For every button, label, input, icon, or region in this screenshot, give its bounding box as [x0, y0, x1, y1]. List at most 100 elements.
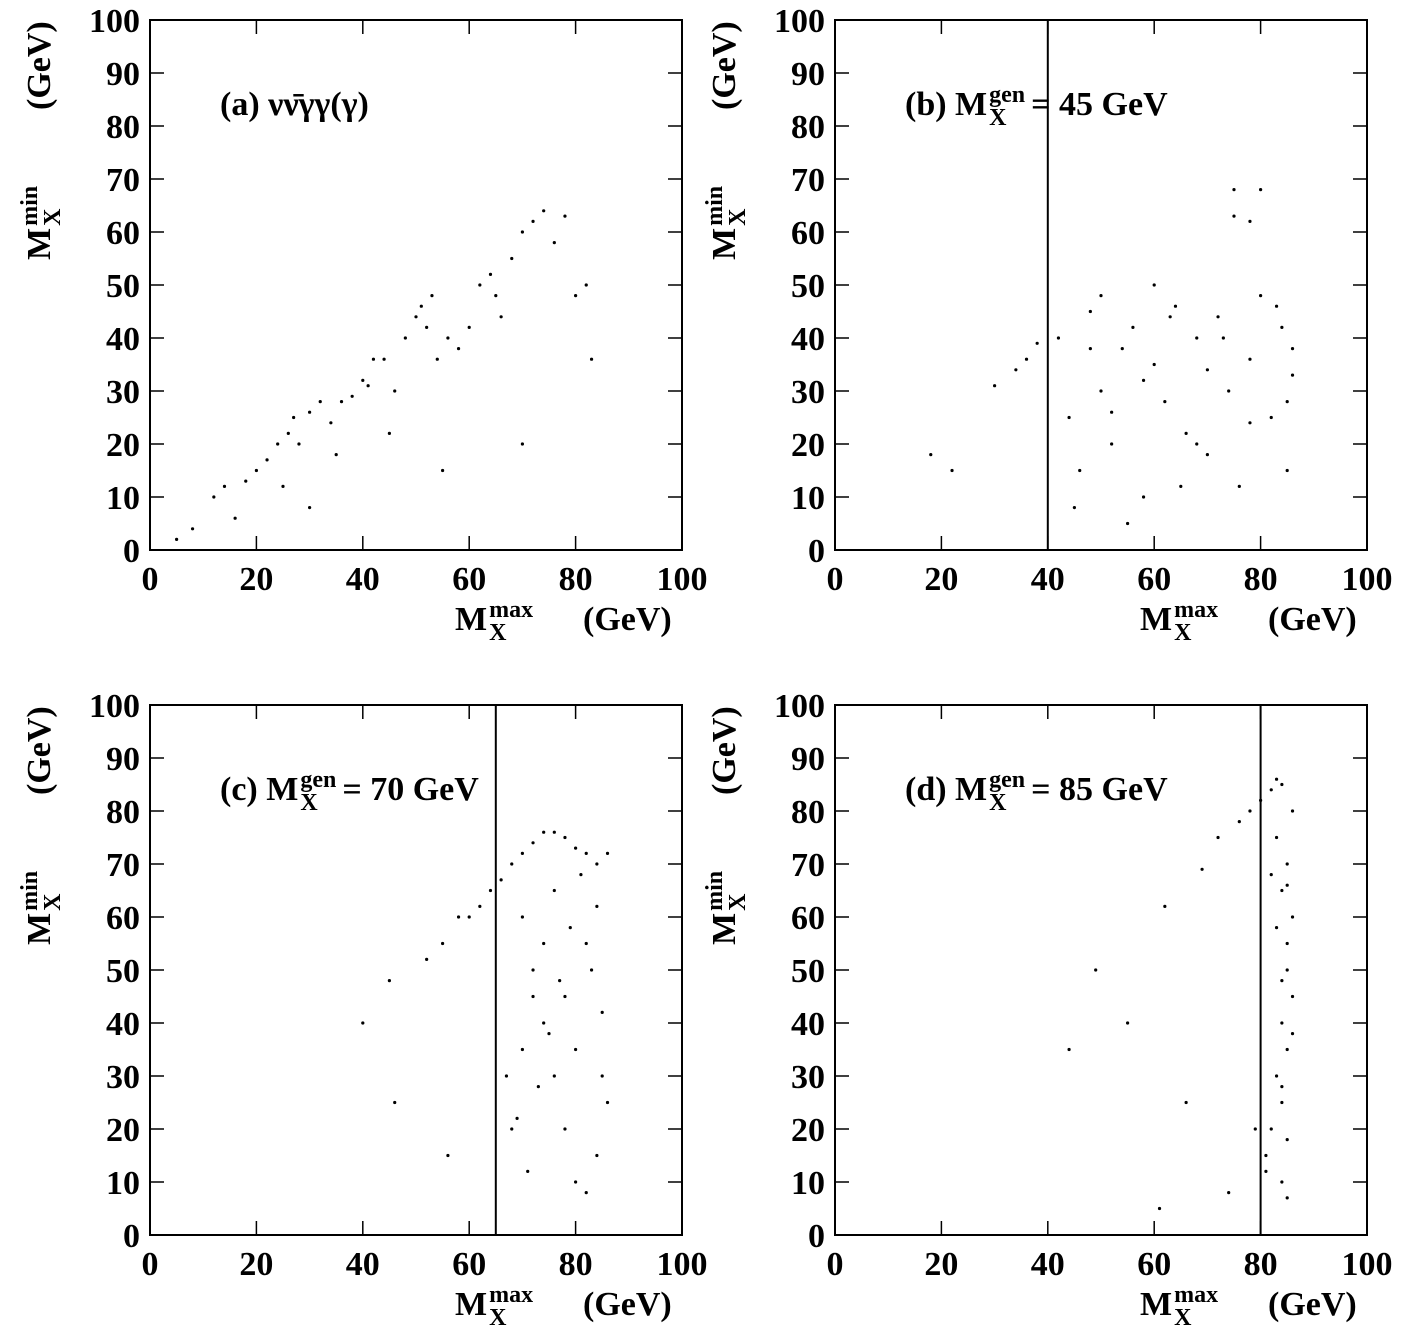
- point: [308, 506, 312, 510]
- point: [387, 979, 391, 983]
- point: [1290, 994, 1295, 999]
- x-axis-label-sub: X: [1174, 620, 1192, 646]
- y-tick-label: 90: [791, 741, 825, 778]
- point: [1216, 315, 1220, 319]
- point: [318, 400, 322, 404]
- point: [584, 851, 588, 856]
- point: [1099, 389, 1103, 393]
- point: [425, 957, 429, 962]
- y-tick-label: 60: [106, 900, 140, 937]
- point: [574, 846, 578, 850]
- y-axis-label-unit: (GeV): [706, 706, 743, 795]
- point: [1200, 867, 1204, 871]
- point: [1285, 1138, 1289, 1142]
- point: [520, 851, 525, 856]
- point: [1290, 1032, 1295, 1036]
- point: [1248, 219, 1252, 223]
- x-tick-label: 40: [1031, 561, 1065, 598]
- panel-title-sup: gen: [989, 767, 1025, 793]
- point: [419, 304, 423, 308]
- point: [1280, 1085, 1284, 1089]
- point: [1274, 926, 1279, 930]
- x-tick-label: 100: [657, 1246, 708, 1283]
- panel-title-unit: = 70 GeV: [342, 771, 479, 808]
- x-axis-label-sup: max: [489, 1282, 533, 1308]
- y-tick-label: 0: [123, 1218, 140, 1255]
- x-tick-label: 60: [452, 561, 486, 598]
- point: [1184, 1100, 1188, 1105]
- point: [531, 219, 535, 223]
- point: [1285, 862, 1289, 866]
- x-axis-label-sub: X: [489, 620, 507, 646]
- y-tick-label: 40: [791, 1006, 825, 1043]
- point: [382, 357, 386, 361]
- panel: 0 20 40 60 80 100 0 10 20 30 40 50 60 70 80 90 100 (a) νν…: [17, 3, 708, 646]
- point: [350, 394, 354, 398]
- y-tick-label: 50: [106, 953, 140, 990]
- x-tick-label: 100: [1342, 1246, 1393, 1283]
- point: [329, 421, 333, 425]
- panel-title-unit: = 45 GeV: [1031, 86, 1168, 123]
- y-tick-label: 60: [106, 215, 140, 252]
- point: [1237, 484, 1241, 488]
- point: [233, 516, 237, 520]
- point: [456, 347, 461, 351]
- x-tick-label: 0: [827, 1246, 844, 1283]
- point: [1264, 1169, 1268, 1173]
- point: [478, 904, 482, 909]
- x-axis-label-unit: (GeV): [583, 601, 672, 638]
- y-tick-label: 80: [106, 109, 140, 146]
- x-tick-label: 20: [924, 561, 958, 598]
- point: [1259, 294, 1263, 298]
- y-axis-label-sup: min: [702, 186, 728, 226]
- point: [547, 1032, 551, 1036]
- x-tick-label: 20: [924, 1246, 958, 1283]
- y-tick-label: 30: [106, 374, 140, 411]
- point: [478, 283, 482, 287]
- point: [929, 453, 933, 457]
- point: [334, 453, 338, 457]
- point: [1280, 979, 1284, 983]
- point: [1269, 873, 1273, 877]
- point: [281, 484, 285, 488]
- x-axis-label-sub: X: [489, 1305, 507, 1331]
- x-tick-label: 80: [559, 561, 593, 598]
- point: [1221, 336, 1225, 340]
- y-tick-label: 10: [791, 480, 825, 517]
- point: [595, 862, 599, 866]
- point: [552, 241, 556, 245]
- point: [1078, 468, 1082, 473]
- point: [1056, 336, 1061, 340]
- point: [579, 873, 583, 877]
- point: [1179, 484, 1183, 488]
- point: [361, 378, 365, 382]
- y-tick-label: 40: [791, 321, 825, 358]
- x-tick-label: 20: [239, 1246, 273, 1283]
- point: [222, 484, 227, 488]
- point: [574, 1180, 578, 1184]
- point: [574, 1047, 578, 1052]
- point: [1035, 341, 1039, 345]
- x-tick-label: 20: [239, 561, 273, 598]
- point: [1205, 368, 1209, 372]
- point: [441, 468, 445, 473]
- x-axis-label-unit: (GeV): [583, 1286, 672, 1323]
- point: [536, 1085, 540, 1089]
- y-axis-label-unit: (GeV): [21, 21, 58, 110]
- point: [175, 537, 179, 542]
- point: [254, 468, 258, 473]
- y-axis-label-sub: X: [725, 893, 751, 911]
- y-tick-label: 90: [106, 56, 140, 93]
- point: [515, 1116, 519, 1120]
- point: [1285, 968, 1289, 972]
- y-tick-label: 40: [106, 1006, 140, 1043]
- point: [1024, 357, 1029, 361]
- point: [339, 400, 344, 404]
- x-axis-label-sup: max: [489, 597, 533, 623]
- x-axis-label-main: M: [1140, 1286, 1172, 1323]
- point: [1227, 389, 1231, 393]
- y-axis-label-main: M: [706, 913, 743, 945]
- y-tick-label: 30: [791, 374, 825, 411]
- panel-title-sub: X: [989, 790, 1007, 816]
